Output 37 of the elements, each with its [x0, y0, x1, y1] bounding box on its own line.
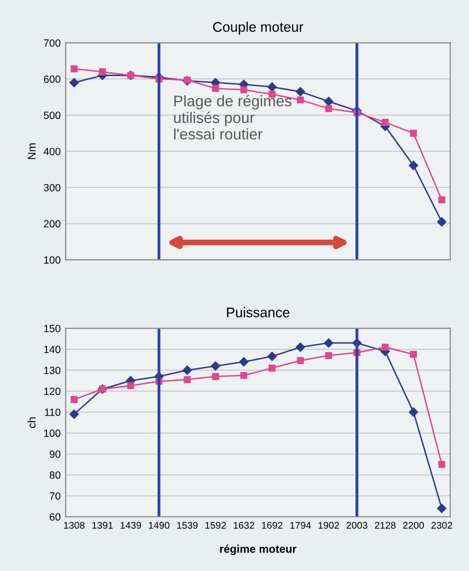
x-tick-label: 2200 [403, 522, 424, 529]
annotation: Plage de régimes utilisés pour l'essai routier [174, 94, 292, 140]
y-tick-label: 100 [44, 430, 60, 437]
y-tick-label: 100 [44, 256, 60, 264]
y-tick-label: 500 [44, 112, 60, 120]
x-tick-label: 1692 [262, 522, 282, 529]
y-tick-label: 60 [50, 513, 60, 521]
y-tick-label: 150 [44, 324, 60, 332]
y-tick-label: 120 [44, 388, 60, 396]
x-tick-label: 1391 [92, 522, 113, 529]
x-tick-label: 1794 [290, 522, 311, 529]
chart-title: Couple moteur [213, 22, 304, 35]
y-axis-title: ch [28, 417, 36, 428]
y-tick-label: 110 [44, 408, 60, 416]
x-tick-label: 1490 [148, 522, 170, 529]
x-tick-label: 1592 [205, 522, 226, 529]
y-tick-label: 700 [44, 39, 60, 47]
y-tick-label: 400 [44, 148, 60, 156]
x-tick-label: 1902 [318, 522, 339, 529]
y-tick-label: 70 [50, 492, 60, 500]
x-tick-label: 1439 [120, 522, 142, 529]
y-tick-label: 130 [44, 366, 60, 374]
chart-title: Puissance [227, 307, 290, 318]
y-tick-label: 90 [50, 450, 60, 458]
y-tick-label: 140 [44, 346, 60, 354]
y-tick-label: 300 [44, 184, 60, 192]
x-tick-label: 2003 [346, 522, 368, 529]
y-tick-label: 600 [44, 75, 60, 83]
y-axis-title: Nm [28, 143, 36, 160]
y-tick-label: 80 [50, 471, 60, 479]
y-tick-label: 200 [44, 220, 60, 228]
x-tick-label: 2128 [374, 522, 396, 529]
x-tick-label: 1539 [177, 522, 198, 529]
x-tick-label: 2302 [431, 522, 452, 529]
x-axis-title: régime moteur [220, 544, 296, 556]
x-tick-label: 1308 [64, 522, 85, 529]
x-tick-label: 1632 [234, 522, 254, 529]
